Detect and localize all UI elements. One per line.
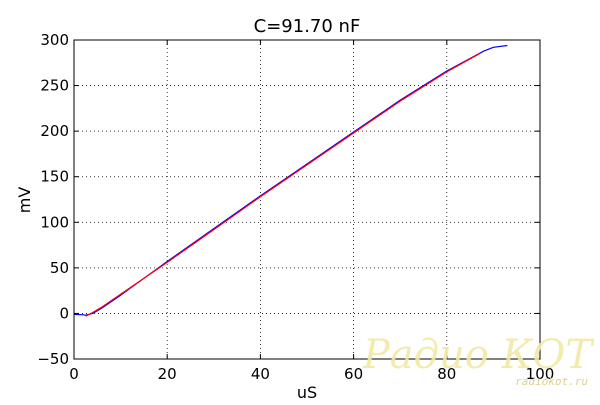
y-tick-label: 150	[40, 168, 69, 186]
y-tick-label: 50	[50, 259, 69, 277]
x-tick-label: 20	[158, 365, 177, 383]
watermark-main: Радио КОТ	[362, 332, 595, 378]
y-tick-label: −50	[37, 350, 69, 368]
grid	[74, 40, 540, 359]
x-tick-label: 80	[437, 365, 456, 383]
y-tick-label: 300	[40, 31, 69, 49]
x-tick-label: 60	[344, 365, 363, 383]
y-axis-label: mV	[15, 187, 34, 214]
y-tick-label: 200	[40, 122, 69, 140]
y-tick-label: 0	[59, 304, 69, 322]
x-tick-label: 40	[251, 365, 270, 383]
x-axis-label: uS	[297, 383, 317, 400]
watermark-sub: radiokot.ru	[515, 375, 588, 388]
x-tick-label: 100	[526, 365, 555, 383]
series-layer	[73, 44, 508, 317]
x-tick-label: 0	[69, 365, 79, 383]
watermark-logo: Радио КОТ radiokot.ru	[362, 332, 595, 388]
y-tick-label: 250	[40, 77, 69, 95]
series-line-2	[85, 53, 480, 317]
y-tick-label: 100	[40, 213, 69, 231]
plot-frame	[73, 39, 541, 360]
chart-title: C=91.70 nF	[254, 16, 361, 37]
